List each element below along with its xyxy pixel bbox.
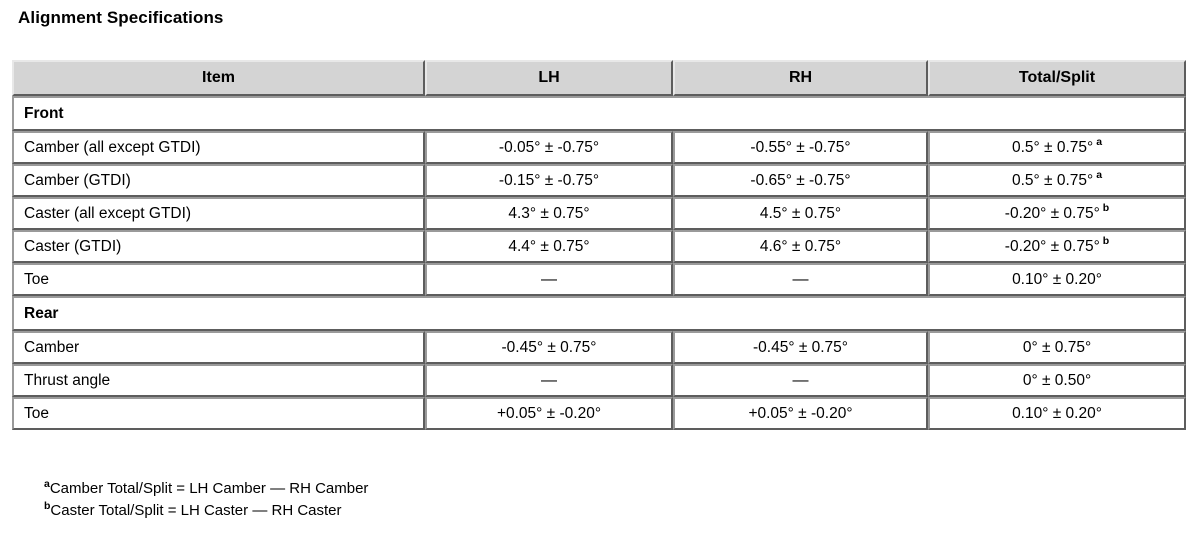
footnote-text: Caster Total/Split = LH Caster — RH Cast… [50, 502, 342, 519]
cell-item: Thrust angle [12, 364, 425, 397]
cell-lh: -0.05° ± -0.75° [425, 131, 673, 164]
cell-rh: +0.05° ± -0.20° [673, 397, 928, 430]
cell-total-split-value: -0.20° ± 0.75° [1004, 237, 1100, 255]
footnote-line: aCamber Total/Split = LH Camber — RH Cam… [44, 478, 368, 500]
section-row: Rear [12, 296, 1186, 331]
table-row: Toe +0.05° ± -0.20° +0.05° ± -0.20° 0.10° ±… [12, 397, 1186, 430]
cell-lh: 4.4° ± 0.75° [425, 230, 673, 263]
cell-rh: — [673, 364, 928, 397]
cell-total-split: 0° ± 0.75° [928, 331, 1186, 364]
alignment-specifications-table-container: Item LH RH Total/Split Front Camber (all … [12, 60, 1186, 430]
cell-lh: — [425, 364, 673, 397]
cell-lh: — [425, 263, 673, 296]
cell-lh: 4.3° ± 0.75° [425, 197, 673, 230]
cell-total-split-value: 0.5° ± 0.75° [1011, 171, 1094, 189]
cell-lh: -0.15° ± -0.75° [425, 164, 673, 197]
alignment-specifications-table: Item LH RH Total/Split Front Camber (all … [12, 60, 1186, 430]
cell-rh: 4.5° ± 0.75° [673, 197, 928, 230]
footnotes: aCamber Total/Split = LH Camber — RH Cam… [44, 478, 368, 522]
cell-rh: — [673, 263, 928, 296]
cell-total-split: 0° ± 0.50° [928, 364, 1186, 397]
cell-total-split: 0.10° ± 0.20° [928, 397, 1186, 430]
cell-total-split: 0.5° ± 0.75° a [928, 164, 1186, 197]
footnote-marker: b [44, 500, 51, 512]
cell-total-split-value: 0° ± 0.75° [1022, 338, 1092, 356]
cell-item: Camber (all except GTDI) [12, 131, 425, 164]
cell-total-split: 0.10° ± 0.20° [928, 263, 1186, 296]
footnote-line: bCaster Total/Split = LH Caster — RH Cas… [44, 500, 368, 522]
section-label: Rear [12, 296, 1186, 331]
cell-lh: -0.45° ± 0.75° [425, 331, 673, 364]
footnote-text: Camber Total/Split = LH Camber — RH Camb… [49, 480, 369, 497]
section-label: Front [12, 96, 1186, 131]
cell-total-split-value: -0.20° ± 0.75° [1004, 204, 1100, 222]
cell-total-split-value: 0.10° ± 0.20° [1012, 270, 1102, 288]
footnote-marker: b [1102, 202, 1110, 215]
table-row: Camber (all except GTDI) -0.05° ± -0.75° -… [12, 131, 1186, 164]
footnote-marker: b [1102, 235, 1110, 248]
cell-rh: -0.65° ± -0.75° [673, 164, 928, 197]
cell-item: Toe [12, 397, 425, 430]
cell-rh: -0.45° ± 0.75° [673, 331, 928, 364]
column-header-item: Item [12, 60, 425, 96]
cell-total-split: -0.20° ± 0.75° b [928, 230, 1186, 263]
cell-total-split: -0.20° ± 0.75° b [928, 197, 1186, 230]
cell-total-split: 0.5° ± 0.75° a [928, 131, 1186, 164]
table-row: Caster (GTDI) 4.4° ± 0.75° 4.6° ± 0.75° -0.… [12, 230, 1186, 263]
table-row: Camber -0.45° ± 0.75° -0.45° ± 0.75° 0° ± 0… [12, 331, 1186, 364]
cell-total-split-value: 0° ± 0.50° [1022, 371, 1092, 389]
table-row: Toe — —0.10° ± 0.20° [12, 263, 1186, 296]
cell-lh: +0.05° ± -0.20° [425, 397, 673, 430]
cell-rh: -0.55° ± -0.75° [673, 131, 928, 164]
cell-item: Caster (GTDI) [12, 230, 425, 263]
table-row: Thrust angle — —0° ± 0.50° [12, 364, 1186, 397]
cell-item: Camber [12, 331, 425, 364]
table-header: Item LH RH Total/Split [12, 60, 1186, 96]
footnote-marker: a [1096, 136, 1103, 149]
cell-item: Camber (GTDI) [12, 164, 425, 197]
table-header-row: Item LH RH Total/Split [12, 60, 1186, 96]
column-header-lh: LH [425, 60, 673, 96]
footnote-marker: a [44, 478, 50, 490]
cell-rh: 4.6° ± 0.75° [673, 230, 928, 263]
table-row: Caster (all except GTDI) 4.3° ± 0.75° 4.5°… [12, 197, 1186, 230]
cell-item: Caster (all except GTDI) [12, 197, 425, 230]
page-title: Alignment Specifications [18, 8, 224, 27]
table-body: Front Camber (all except GTDI) -0.05° ± -0… [12, 96, 1186, 430]
cell-item: Toe [12, 263, 425, 296]
section-row: Front [12, 96, 1186, 131]
cell-total-split-value: 0.5° ± 0.75° [1011, 138, 1094, 156]
table-row: Camber (GTDI) -0.15° ± -0.75° -0.65° ± -0.… [12, 164, 1186, 197]
column-header-total-split: Total/Split [928, 60, 1186, 96]
column-header-rh: RH [673, 60, 928, 96]
footnote-marker: a [1096, 169, 1103, 182]
cell-total-split-value: 0.10° ± 0.20° [1012, 404, 1102, 422]
